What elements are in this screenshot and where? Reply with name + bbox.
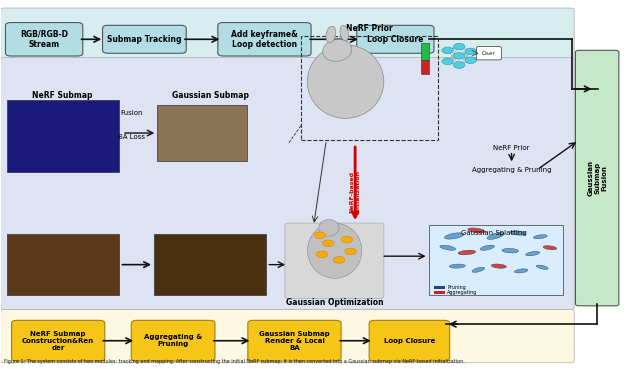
FancyBboxPatch shape <box>12 320 105 361</box>
Bar <box>157 106 246 161</box>
Text: RGB/RGB-D
Stream: RGB/RGB-D Stream <box>20 30 68 49</box>
Bar <box>421 60 429 74</box>
Bar <box>434 286 445 289</box>
Circle shape <box>454 62 465 68</box>
Ellipse shape <box>308 223 362 278</box>
Circle shape <box>442 47 454 54</box>
Text: Gaussian Optimization: Gaussian Optimization <box>286 299 383 307</box>
Text: Loop Closure: Loop Closure <box>367 35 424 44</box>
Ellipse shape <box>515 269 528 273</box>
Ellipse shape <box>480 245 495 250</box>
Ellipse shape <box>502 248 518 253</box>
Text: Aggregating: Aggregating <box>447 290 477 295</box>
Circle shape <box>465 48 476 55</box>
Ellipse shape <box>449 264 465 268</box>
FancyBboxPatch shape <box>369 320 450 361</box>
Ellipse shape <box>326 26 336 43</box>
Text: Gaussian Splatting: Gaussian Splatting <box>461 230 527 236</box>
Text: Gaussian Submap
Render & Local
BA: Gaussian Submap Render & Local BA <box>259 331 330 351</box>
Circle shape <box>323 240 334 246</box>
Text: NeRF Prior: NeRF Prior <box>346 24 393 33</box>
Ellipse shape <box>458 250 476 255</box>
Circle shape <box>316 251 328 258</box>
Text: Submap Tracking: Submap Tracking <box>107 35 182 44</box>
Ellipse shape <box>323 39 352 61</box>
Circle shape <box>345 248 356 255</box>
FancyBboxPatch shape <box>1 8 574 59</box>
FancyBboxPatch shape <box>575 50 619 306</box>
FancyBboxPatch shape <box>218 23 311 56</box>
Ellipse shape <box>444 233 464 239</box>
Circle shape <box>454 52 465 59</box>
Text: Fusion: Fusion <box>120 110 143 116</box>
FancyBboxPatch shape <box>1 310 574 363</box>
Ellipse shape <box>340 25 349 41</box>
Circle shape <box>465 57 476 63</box>
Ellipse shape <box>307 45 384 118</box>
Text: NeRF-based
Initialization: NeRF-based Initialization <box>349 170 360 214</box>
Bar <box>7 234 119 295</box>
Text: Aggregating &
Pruning: Aggregating & Pruning <box>144 334 202 347</box>
Ellipse shape <box>319 220 339 236</box>
Ellipse shape <box>472 267 484 272</box>
Circle shape <box>442 58 454 65</box>
Text: Loop Closure: Loop Closure <box>384 338 435 344</box>
Bar <box>429 225 563 295</box>
Circle shape <box>314 232 326 238</box>
Circle shape <box>341 236 353 243</box>
Text: BA Loss: BA Loss <box>118 134 145 140</box>
Text: Add keyframe&
Loop detection: Add keyframe& Loop detection <box>231 30 298 49</box>
Bar <box>421 42 429 60</box>
Ellipse shape <box>468 228 485 233</box>
Text: Gaussian Submap: Gaussian Submap <box>172 91 249 100</box>
Ellipse shape <box>487 232 504 239</box>
Text: NeRF Submap
Construction&Ren
der: NeRF Submap Construction&Ren der <box>22 331 94 351</box>
Ellipse shape <box>440 245 456 250</box>
FancyBboxPatch shape <box>285 223 384 299</box>
Circle shape <box>454 43 465 50</box>
Text: Gaussian
Submap
Fusion: Gaussian Submap Fusion <box>587 160 607 196</box>
Text: Pruning: Pruning <box>447 285 466 290</box>
Bar <box>154 234 266 295</box>
Text: $C_{NeRF}$: $C_{NeRF}$ <box>481 49 497 58</box>
FancyBboxPatch shape <box>131 320 215 361</box>
Ellipse shape <box>543 246 557 250</box>
Bar <box>434 291 445 294</box>
Circle shape <box>333 256 345 263</box>
FancyBboxPatch shape <box>1 58 574 310</box>
Ellipse shape <box>536 265 548 269</box>
FancyBboxPatch shape <box>356 25 434 53</box>
Ellipse shape <box>525 251 540 256</box>
Text: NeRF Prior: NeRF Prior <box>493 145 530 151</box>
Text: Figure 1: The system consists of two modules: tracking and mapping. After constr: Figure 1: The system consists of two mod… <box>4 359 465 364</box>
FancyBboxPatch shape <box>102 25 186 53</box>
FancyBboxPatch shape <box>248 320 341 361</box>
FancyBboxPatch shape <box>6 23 83 56</box>
Bar <box>7 100 119 172</box>
Ellipse shape <box>510 231 526 235</box>
Ellipse shape <box>492 264 506 268</box>
FancyBboxPatch shape <box>476 46 501 60</box>
Text: NeRF Submap: NeRF Submap <box>33 91 93 100</box>
Ellipse shape <box>534 235 547 239</box>
Text: Aggregating & Pruning: Aggregating & Pruning <box>472 167 551 173</box>
